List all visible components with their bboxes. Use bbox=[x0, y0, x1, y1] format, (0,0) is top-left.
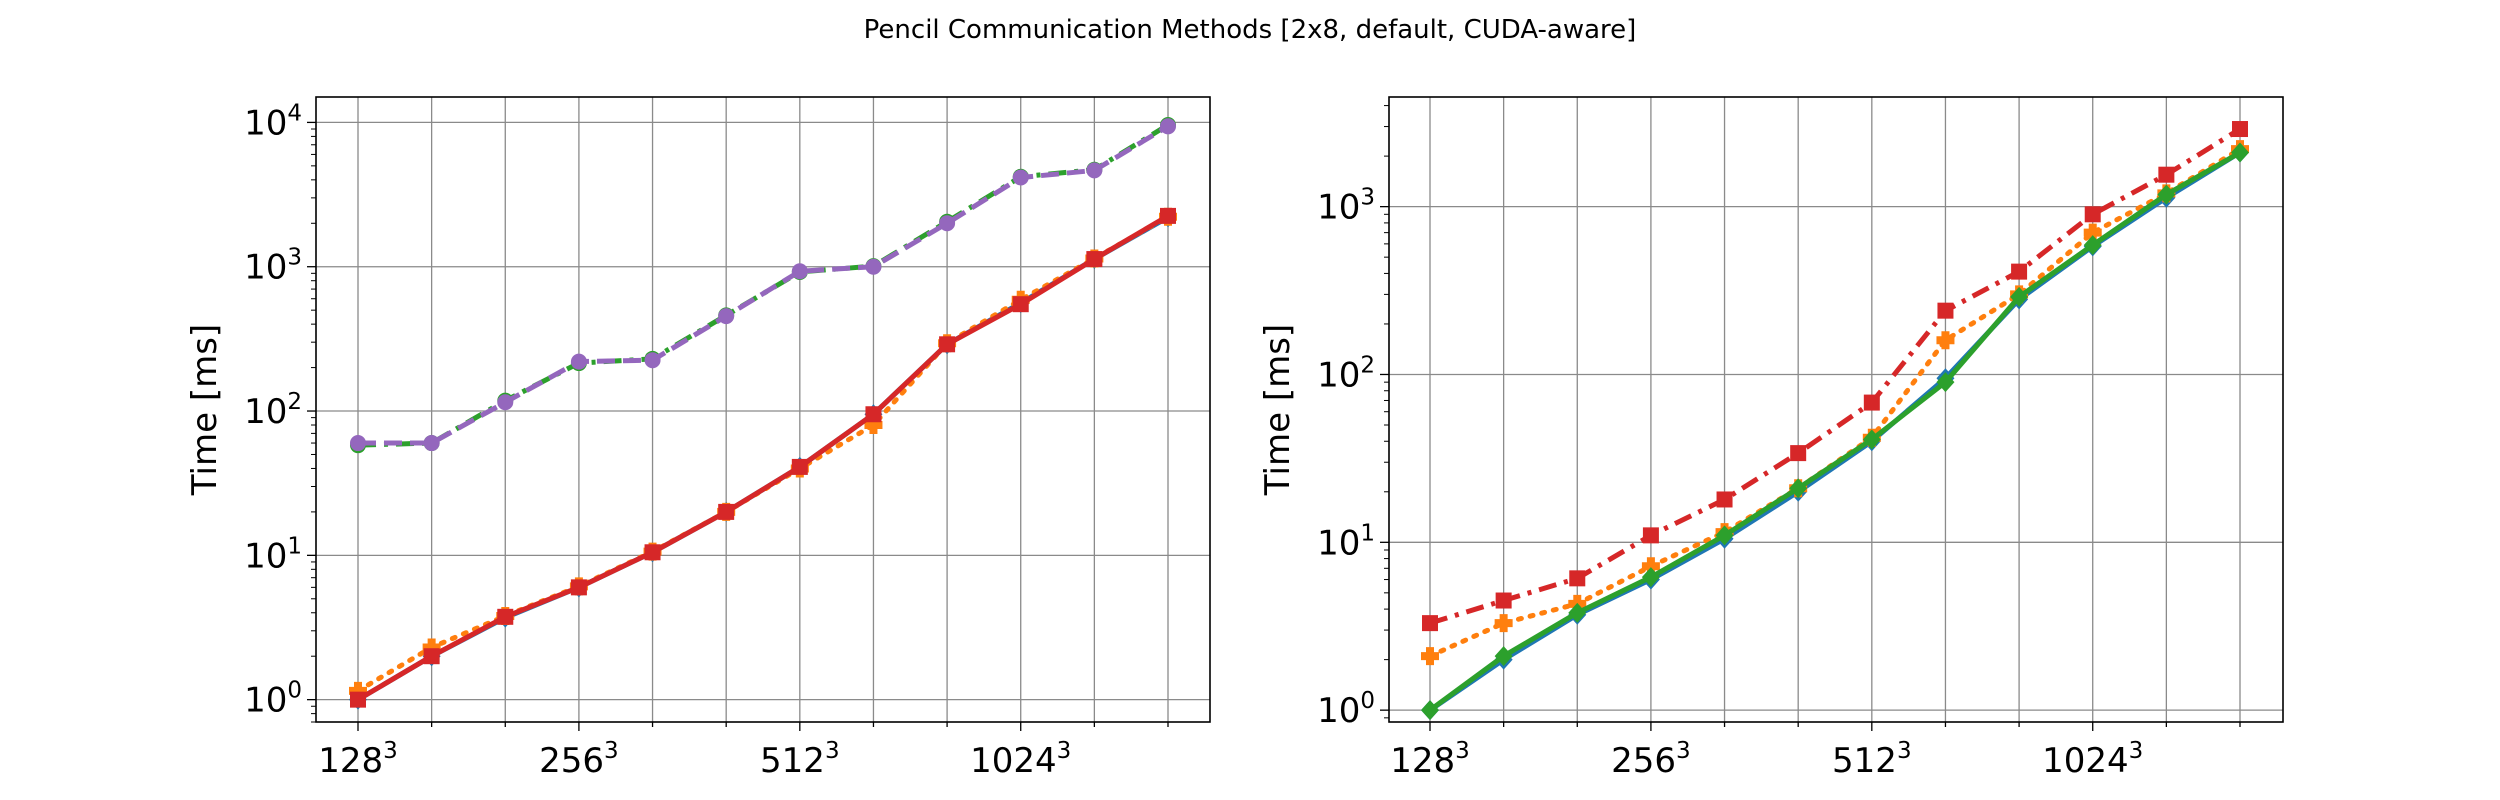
series-3-point bbox=[1641, 567, 1660, 588]
figure-title: Pencil Communication Methods [2x8, defau… bbox=[864, 15, 1637, 45]
series-1-point bbox=[422, 638, 441, 657]
series-3-point bbox=[2083, 235, 2102, 256]
y-tick-label: 103 bbox=[244, 245, 302, 288]
series-1-point bbox=[1421, 647, 1439, 666]
y-tick-label: 102 bbox=[244, 389, 302, 432]
series-2-point bbox=[1422, 615, 1438, 632]
series-2-point bbox=[2084, 206, 2101, 223]
y-tick-label: 104 bbox=[244, 100, 302, 143]
series-3-point bbox=[1494, 646, 1513, 667]
y-tick-label: 100 bbox=[244, 678, 302, 721]
series-3-point bbox=[1715, 525, 1734, 546]
series-4 bbox=[350, 207, 1176, 708]
x-tick-label: 10243 bbox=[970, 738, 1071, 781]
series-2-line bbox=[1429, 126, 2242, 626]
x-tick-label: 1283 bbox=[1390, 738, 1470, 781]
series-4-point bbox=[939, 336, 956, 353]
plot-frame bbox=[1388, 96, 2284, 723]
x-tick-label: 2563 bbox=[539, 738, 619, 781]
series-2-point bbox=[1790, 445, 1807, 462]
series-3-point bbox=[1862, 429, 1881, 450]
series-3-point bbox=[497, 394, 514, 411]
series-3-point bbox=[1421, 700, 1439, 721]
series-4-point bbox=[791, 458, 808, 475]
x-tick-label: 2563 bbox=[1611, 738, 1691, 781]
y-axis-label: Time [ms] bbox=[185, 324, 225, 496]
series-3-line bbox=[358, 124, 1170, 446]
series-2-point bbox=[2158, 166, 2175, 183]
y-tick-label: 101 bbox=[244, 533, 302, 576]
series-2-point bbox=[1569, 570, 1586, 587]
series-1-point bbox=[349, 681, 367, 700]
series-3-point bbox=[865, 258, 882, 275]
series-1-point bbox=[1494, 614, 1513, 633]
series-3-point bbox=[644, 352, 661, 369]
x-tick-label: 5123 bbox=[760, 738, 840, 781]
series-3-point bbox=[1568, 602, 1587, 623]
chart-left: 100 101 102 103 104 1283 2563 5123 10243 Time [ms… bbox=[185, 96, 1211, 781]
x-tick-label: 5123 bbox=[1832, 738, 1912, 781]
series-3-point bbox=[2231, 142, 2249, 163]
series-3 bbox=[1421, 142, 2249, 721]
series-2-point bbox=[1642, 527, 1659, 544]
series-3-point bbox=[718, 308, 735, 325]
x-tick-label: 1283 bbox=[318, 738, 398, 781]
series-2-point bbox=[2011, 263, 2028, 280]
series-1-line bbox=[355, 214, 1171, 694]
series-4-line bbox=[356, 213, 1170, 702]
series-4-point bbox=[1012, 296, 1029, 313]
series-2-point bbox=[2232, 121, 2248, 138]
series-3-point bbox=[2010, 286, 2029, 307]
series-4-point bbox=[350, 691, 366, 708]
y-tick-label: 100 bbox=[1317, 688, 1375, 731]
series-4-point bbox=[1160, 207, 1176, 224]
y-tick-label: 102 bbox=[1317, 352, 1375, 395]
series-4-point bbox=[423, 648, 440, 665]
series-1-line bbox=[1427, 146, 2243, 659]
series-2-point bbox=[1863, 394, 1880, 411]
y-tick-label: 103 bbox=[1317, 185, 1375, 228]
x-tick-label: 10243 bbox=[2042, 738, 2143, 781]
series-3-point bbox=[1789, 478, 1808, 499]
plot-frame bbox=[315, 96, 1211, 723]
series-4-point bbox=[497, 608, 514, 625]
series-3-point bbox=[1160, 118, 1176, 135]
y-axis-label: Time [ms] bbox=[1258, 324, 1298, 496]
series-3-point bbox=[423, 435, 440, 452]
series-3-point bbox=[1012, 169, 1029, 186]
y-tick-label: 101 bbox=[1317, 520, 1375, 563]
series-2-point bbox=[1495, 592, 1512, 609]
series-1-point bbox=[1936, 331, 1955, 350]
series-4-point bbox=[1086, 251, 1103, 268]
series-4-point bbox=[865, 406, 882, 423]
series-3-point bbox=[791, 263, 808, 280]
series-2-point bbox=[1937, 302, 1954, 319]
series-4-point bbox=[570, 579, 587, 596]
series-3-point bbox=[939, 215, 956, 232]
series-4-point bbox=[718, 503, 735, 520]
series-2-point bbox=[1716, 491, 1733, 508]
series-3-point bbox=[1936, 372, 1955, 393]
series-2 bbox=[1422, 121, 2248, 632]
series-3-line bbox=[1428, 150, 2242, 713]
series-1-point bbox=[1641, 557, 1660, 576]
series-3-point bbox=[350, 435, 366, 452]
chart-right: 100 101 102 103 1283 2563 5123 10243 Time [ms] bbox=[1258, 96, 2284, 781]
series-4-point bbox=[644, 544, 661, 561]
series-3-point bbox=[570, 353, 587, 370]
series-3-point bbox=[1086, 162, 1103, 179]
series-1-point bbox=[864, 416, 883, 435]
series-3 bbox=[350, 118, 1176, 452]
series-1-point bbox=[2083, 223, 2102, 242]
series-3-point bbox=[2157, 184, 2176, 205]
